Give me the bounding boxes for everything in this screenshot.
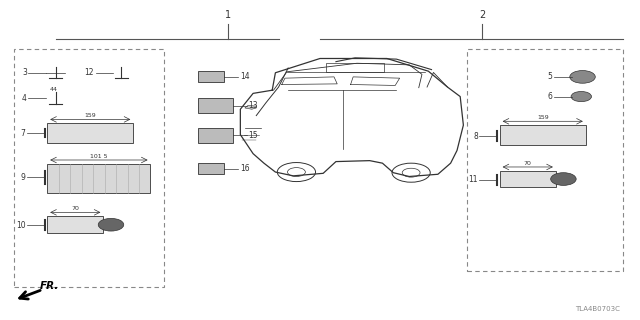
Bar — [198, 99, 233, 113]
Text: 44: 44 — [50, 87, 58, 92]
Circle shape — [550, 173, 576, 185]
Bar — [47, 123, 133, 142]
Text: 12: 12 — [84, 68, 94, 77]
Text: 15: 15 — [248, 131, 259, 140]
Text: 4: 4 — [22, 94, 27, 103]
Text: 101 5: 101 5 — [90, 154, 108, 159]
Text: TLA4B0703C: TLA4B0703C — [575, 306, 620, 312]
Text: 16: 16 — [241, 164, 250, 173]
Polygon shape — [245, 105, 256, 109]
Text: 2: 2 — [479, 11, 486, 20]
Circle shape — [571, 92, 591, 102]
Text: 5: 5 — [548, 72, 552, 81]
Bar — [198, 163, 225, 174]
Text: 159: 159 — [537, 115, 549, 120]
Text: 10: 10 — [16, 220, 26, 229]
Text: 6: 6 — [548, 92, 552, 101]
Text: 13: 13 — [248, 101, 259, 110]
Circle shape — [99, 218, 124, 231]
Bar — [500, 125, 586, 145]
Text: 9: 9 — [20, 173, 26, 182]
Text: 7: 7 — [20, 129, 26, 138]
Text: 1: 1 — [225, 11, 230, 20]
Text: FR.: FR. — [40, 281, 59, 291]
Text: 70: 70 — [72, 206, 79, 211]
Bar — [14, 49, 164, 287]
Bar — [500, 171, 556, 187]
Text: 11: 11 — [468, 175, 478, 184]
Bar — [198, 128, 233, 142]
Bar — [47, 164, 150, 193]
Bar — [198, 71, 225, 82]
Bar — [326, 63, 384, 72]
Text: 3: 3 — [22, 68, 27, 77]
Text: 159: 159 — [84, 113, 96, 118]
Text: 14: 14 — [241, 72, 250, 81]
Text: 70: 70 — [524, 161, 532, 166]
Bar — [47, 216, 103, 233]
Bar — [467, 49, 623, 271]
Circle shape — [570, 70, 595, 83]
Text: 8: 8 — [474, 132, 478, 141]
